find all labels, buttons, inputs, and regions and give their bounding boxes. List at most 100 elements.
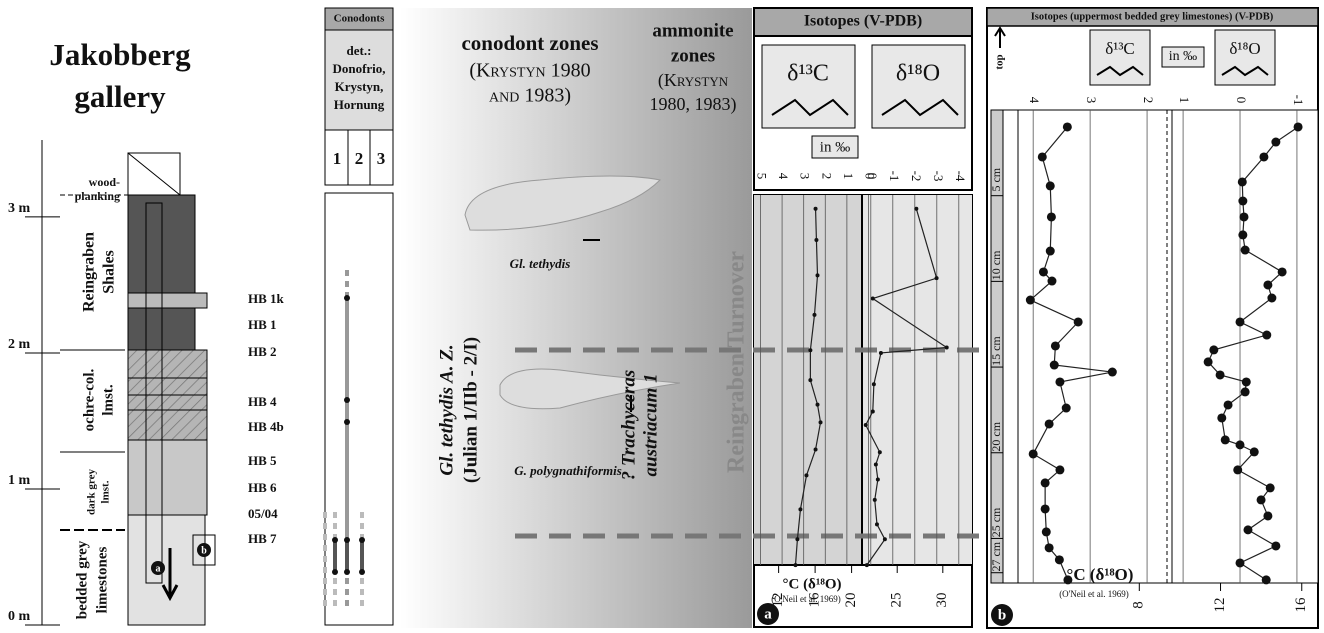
isotope-point bbox=[1054, 555, 1064, 565]
unit: in ‰ bbox=[820, 139, 850, 155]
sample-label: HB 5 bbox=[248, 453, 277, 468]
temp-tick-label: 25 bbox=[889, 593, 905, 608]
height-tick-label: 0 m bbox=[8, 609, 31, 624]
column: a b bbox=[41, 140, 216, 626]
isotope-point bbox=[813, 447, 818, 452]
isotope-point bbox=[1038, 267, 1048, 277]
x-tick-label: 3 bbox=[798, 173, 813, 180]
isotope-point bbox=[813, 206, 818, 211]
zone-title: ammonite bbox=[652, 20, 733, 41]
isotope-point bbox=[1235, 440, 1245, 450]
unit-label: wood- bbox=[89, 175, 120, 189]
isotope-point bbox=[1256, 495, 1266, 505]
isotope-point bbox=[1040, 478, 1050, 488]
isotope-point bbox=[1040, 504, 1050, 514]
panel-title: Isotopes (V-PDB) bbox=[804, 13, 922, 30]
isotope-point bbox=[1061, 403, 1071, 413]
height-tick-label: 3 m bbox=[8, 201, 31, 216]
x-tick-label: 0 bbox=[862, 173, 877, 180]
isotope-point bbox=[1235, 317, 1245, 327]
unit-label: dark grey bbox=[86, 469, 98, 515]
sample-label: 05/04 bbox=[248, 506, 278, 521]
x-tick-label: 2 bbox=[819, 173, 834, 180]
unit-label: lmst. bbox=[100, 384, 116, 415]
isotope-point bbox=[1238, 196, 1248, 206]
sample-label: HB 4 bbox=[248, 394, 277, 409]
isotope-point bbox=[870, 296, 875, 301]
isotope-point bbox=[1050, 341, 1060, 351]
ammonite-zone: ? Trachyceras bbox=[618, 370, 639, 481]
isotope-point bbox=[1240, 387, 1250, 397]
temp-label: °C (δ¹⁸O) bbox=[1067, 565, 1134, 584]
unit: in ‰ bbox=[1169, 49, 1197, 64]
temp-tick-label: 16 bbox=[807, 592, 823, 608]
isotope-point bbox=[874, 522, 879, 527]
det: Hornung bbox=[334, 97, 385, 112]
isotope-point bbox=[1028, 449, 1038, 459]
x-tick-label: -1 bbox=[1291, 95, 1306, 106]
isotope-point bbox=[1049, 360, 1059, 370]
temp-tick-label: 8 bbox=[1131, 601, 1147, 609]
isotope-point bbox=[1073, 317, 1083, 327]
sample-label: HB 2 bbox=[248, 344, 277, 359]
isotope-point bbox=[1223, 400, 1233, 410]
panel-label: b bbox=[998, 607, 1006, 623]
isotope-point bbox=[1215, 370, 1225, 380]
isotope-point bbox=[1271, 541, 1281, 551]
fossil-label: Gl. tethydis bbox=[510, 256, 571, 271]
isotope-point bbox=[875, 477, 880, 482]
isotope-point bbox=[1044, 419, 1054, 429]
fossil-label: G. polygnathiformis bbox=[514, 463, 622, 478]
isotope-point bbox=[1055, 465, 1065, 475]
temp-tick-label: 12 bbox=[770, 593, 786, 608]
isotope-point bbox=[1203, 357, 1213, 367]
isotope-point bbox=[878, 350, 883, 355]
header: Conodonts bbox=[334, 13, 385, 25]
unit-label: lmst. bbox=[100, 480, 112, 503]
isotope-point bbox=[1265, 483, 1275, 493]
depth-tick-label: 5 cm bbox=[989, 167, 1003, 191]
zone-background bbox=[400, 8, 752, 628]
isotope-point bbox=[1261, 575, 1271, 585]
isotope-point bbox=[873, 462, 878, 467]
depth-tick-label: 25 cm bbox=[989, 507, 1003, 537]
isotope-point bbox=[1217, 413, 1227, 423]
panel-b-frame bbox=[986, 7, 1319, 629]
isotope-point bbox=[1046, 212, 1056, 222]
isotope-point bbox=[863, 423, 868, 428]
conodont-zone: Gl. tethydis A. Z. bbox=[436, 344, 457, 475]
isotope-point bbox=[882, 537, 887, 542]
det: Donofrio, bbox=[332, 61, 385, 76]
x-tick-label: -3 bbox=[931, 171, 946, 182]
isotope-point bbox=[1041, 527, 1051, 537]
legend-label: δ¹³C bbox=[787, 61, 829, 87]
zone-boundaries bbox=[515, 347, 985, 539]
isotope-point bbox=[1249, 447, 1259, 457]
isotope-point bbox=[1237, 177, 1247, 187]
turnover: Reingraben Turnover bbox=[724, 251, 750, 473]
sample-label: HB 4b bbox=[248, 419, 284, 434]
zone-ref: and 1983) bbox=[489, 85, 571, 107]
zone-title: conodont zones bbox=[461, 31, 598, 55]
column-number: 3 bbox=[377, 149, 386, 168]
isotope-point bbox=[1062, 122, 1072, 132]
unit-label: bedded grey bbox=[74, 540, 90, 619]
x-tick-label: -1 bbox=[887, 171, 902, 182]
ammonite-zone: austriacum 1 bbox=[640, 374, 661, 477]
isotope-point bbox=[1263, 511, 1273, 521]
temp-tick-label: 30 bbox=[934, 593, 950, 608]
isotope-point bbox=[944, 345, 949, 350]
x-tick-label: 3 bbox=[1084, 97, 1099, 104]
isotope-point bbox=[1267, 293, 1277, 303]
zone-ref: (Krystyn bbox=[658, 70, 729, 91]
isotope-point bbox=[798, 507, 803, 512]
x-tick-label: 2 bbox=[1141, 97, 1156, 104]
isotope-point bbox=[814, 238, 819, 243]
sample-label: HB 7 bbox=[248, 531, 277, 546]
sample-label: HB 6 bbox=[248, 480, 277, 495]
isotope-point bbox=[808, 378, 813, 383]
x-tick-label: -4 bbox=[953, 171, 968, 182]
x-tick-label: 4 bbox=[776, 173, 791, 180]
isotope-point bbox=[1238, 230, 1248, 240]
zone-title: zones bbox=[671, 45, 715, 66]
